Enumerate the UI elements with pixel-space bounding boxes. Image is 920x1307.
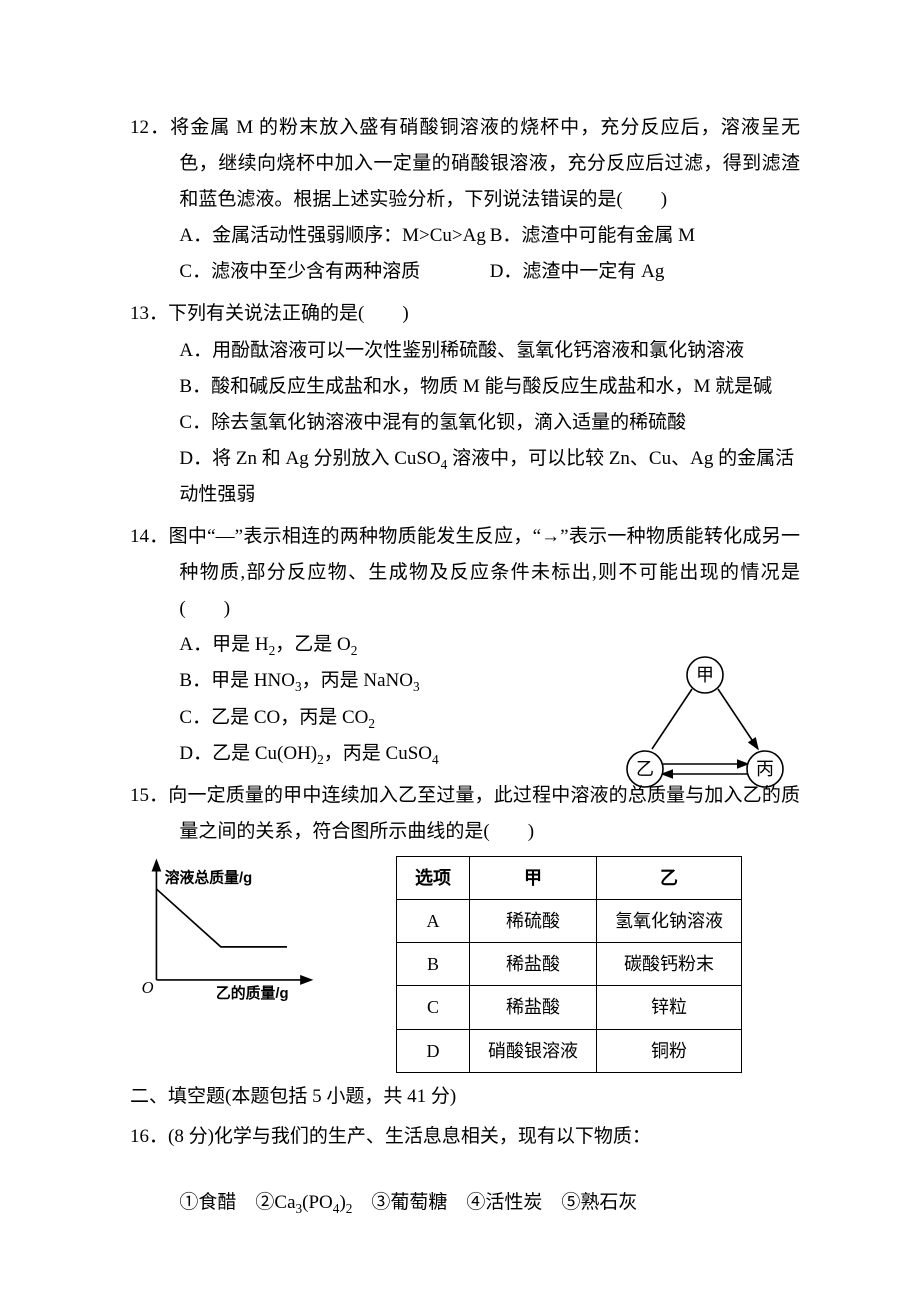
q15-r1c2: 碳酸钙粉末	[597, 943, 742, 986]
q15-x-label: 乙的质量/g	[216, 984, 289, 1002]
q15-r2c0: C	[397, 986, 470, 1029]
q12-option-d: D．滤渣中一定有 Ag	[490, 254, 800, 290]
table-row: D 硝酸银溶液 铜粉	[397, 1029, 742, 1072]
q14-node-bing: 丙	[756, 759, 774, 779]
q15-table: 选项 甲 乙 A 稀硫酸 氢氧化钠溶液 B 稀盐酸 碳酸钙粉末	[396, 856, 742, 1073]
q14-number: 14．	[130, 526, 169, 547]
q12-number: 12．	[130, 117, 170, 138]
section-2-title: 二、填空题(本题包括 5 小题，共 41 分)	[130, 1079, 800, 1115]
q12-stem: 将金属 M 的粉末放入盛有硝酸铜溶液的烧杯中，充分反应后，溶液呈无色，继续向烧杯…	[170, 117, 800, 210]
q16-number: 16．	[130, 1126, 168, 1147]
q15-number: 15．	[130, 785, 168, 806]
exam-page: 12．将金属 M 的粉末放入盛有硝酸铜溶液的烧杯中，充分反应后，溶液呈无色，继续…	[0, 0, 920, 1307]
question-14: 14．图中“—”表示相连的两种物质能发生反应，“→”表示一种物质能转化成另一种物…	[130, 519, 800, 772]
table-row: A 稀硫酸 氢氧化钠溶液	[397, 900, 742, 943]
q15-y-label: 溶液总质量/g	[165, 868, 253, 886]
q15-figure-and-table: 溶液总质量/g O 乙的质量/g 选项 甲 乙 A 稀硫酸 氢氧化钠溶液	[130, 856, 800, 1073]
q15-r0c0: A	[397, 900, 470, 943]
q13-stem: 下列有关说法正确的是( )	[168, 303, 409, 324]
q16-m-pre1: ①食醋 ②Ca	[179, 1192, 295, 1213]
q15-origin: O	[142, 978, 154, 997]
q12-option-a: A．金属活动性强弱顺序：M>Cu>Ag	[179, 218, 489, 254]
q14-options: A．甲是 H2，乙是 O2 B．甲是 HNO3，丙是 NaNO3 C．乙是 CO…	[130, 627, 800, 771]
q15-table-wrap: 选项 甲 乙 A 稀硫酸 氢氧化钠溶液 B 稀盐酸 碳酸钙粉末	[390, 856, 742, 1073]
q12-option-b: B．滤渣中可能有金属 M	[490, 218, 800, 254]
q15-th-2: 乙	[597, 856, 742, 899]
q16-materials: ①食醋 ②Ca3(PO4)2 ③葡萄糖 ④活性炭 ⑤熟石灰	[130, 1185, 800, 1221]
q16-stem-line: 16．(8 分)化学与我们的生产、生活息息相关，现有以下物质：	[130, 1119, 800, 1155]
q13-number: 13．	[130, 303, 168, 324]
q14-stem-line: 14．图中“—”表示相连的两种物质能发生反应，“→”表示一种物质能转化成另一种物…	[130, 519, 800, 627]
q14-a-mid: ，乙是 O	[275, 634, 350, 655]
q15-r1c1: 稀盐酸	[470, 943, 597, 986]
question-15: 15．向一定质量的甲中连续加入乙至过量，此过程中溶液的总质量与加入乙的质量之间的…	[130, 778, 800, 1073]
q15-graph: 溶液总质量/g O 乙的质量/g	[130, 856, 390, 1018]
q12-option-c: C．滤液中至少含有两种溶质	[179, 254, 489, 290]
q12-stem-line: 12．将金属 M 的粉末放入盛有硝酸铜溶液的烧杯中，充分反应后，溶液呈无色，继续…	[130, 110, 800, 218]
q14-triangle-svg: 甲 乙 丙	[600, 647, 810, 797]
q13-option-d: D．将 Zn 和 Ag 分别放入 CuSO4 溶液中，可以比较 Zn、Cu、Ag…	[179, 441, 800, 513]
q14-d-mid: ，丙是 CuSO	[324, 743, 432, 764]
q12-options: A．金属活动性强弱顺序：M>Cu>Ag B．滤渣中可能有金属 M C．滤液中至少…	[130, 218, 800, 290]
q15-stem: 向一定质量的甲中连续加入乙至过量，此过程中溶液的总质量与加入乙的质量之间的关系，…	[168, 785, 800, 842]
q16-m-post: ③葡萄糖 ④活性炭 ⑤熟石灰	[352, 1192, 637, 1213]
q14-d-pre: D．乙是 Cu(OH)	[179, 743, 317, 764]
q15-th-1: 甲	[470, 856, 597, 899]
q14-c-pre: C．乙是 CO，丙是 CO	[179, 707, 368, 728]
q13-option-a: A．用酚酞溶液可以一次性鉴别稀硫酸、氢氧化钙溶液和氯化钠溶液	[179, 333, 800, 369]
q13-d-pre: D．将 Zn 和 Ag 分别放入 CuSO	[179, 448, 440, 469]
q13-option-b: B．酸和碱反应生成盐和水，物质 M 能与酸反应生成盐和水，M 就是碱	[179, 369, 800, 405]
q15-r0c1: 稀硫酸	[470, 900, 597, 943]
q14-stem: 图中“—”表示相连的两种物质能发生反应，“→”表示一种物质能转化成另一种物质,部…	[169, 526, 800, 619]
q14-b-mid: ，丙是 NaNO	[302, 670, 413, 691]
q15-r2c1: 稀盐酸	[470, 986, 597, 1029]
q14-node-yi: 乙	[636, 759, 654, 779]
q14-a-pre: A．甲是 H	[179, 634, 268, 655]
q15-stem-line: 15．向一定质量的甲中连续加入乙至过量，此过程中溶液的总质量与加入乙的质量之间的…	[130, 778, 800, 850]
q14-node-jia: 甲	[696, 665, 714, 685]
q15-r2c2: 锌粒	[597, 986, 742, 1029]
table-row: B 稀盐酸 碳酸钙粉末	[397, 943, 742, 986]
q13-option-c: C．除去氢氧化钠溶液中混有的氢氧化钡，滴入适量的稀硫酸	[179, 405, 800, 441]
q15-r3c0: D	[397, 1029, 470, 1072]
question-12: 12．将金属 M 的粉末放入盛有硝酸铜溶液的烧杯中，充分反应后，溶液呈无色，继续…	[130, 110, 800, 290]
q15-r0c2: 氢氧化钠溶液	[597, 900, 742, 943]
question-16: 16．(8 分)化学与我们的生产、生活息息相关，现有以下物质： ①食醋 ②Ca3…	[130, 1119, 800, 1221]
q15-r3c1: 硝酸银溶液	[470, 1029, 597, 1072]
question-13: 13．下列有关说法正确的是( ) A．用酚酞溶液可以一次性鉴别稀硫酸、氢氧化钙溶…	[130, 296, 800, 513]
q15-graph-svg: 溶液总质量/g O 乙的质量/g	[130, 856, 320, 1005]
q14-diagram: 甲 乙 丙	[600, 647, 810, 787]
q14-b-pre: B．甲是 HNO	[179, 670, 295, 691]
q16-stem: (8 分)化学与我们的生产、生活息息相关，现有以下物质：	[168, 1126, 651, 1147]
q15-th-0: 选项	[397, 856, 470, 899]
q16-m-mid1: (PO	[302, 1192, 333, 1213]
q15-r1c0: B	[397, 943, 470, 986]
q15-r3c2: 铜粉	[597, 1029, 742, 1072]
q13-options: A．用酚酞溶液可以一次性鉴别稀硫酸、氢氧化钙溶液和氯化钠溶液 B．酸和碱反应生成…	[130, 333, 800, 513]
table-header-row: 选项 甲 乙	[397, 856, 742, 899]
q13-stem-line: 13．下列有关说法正确的是( )	[130, 296, 800, 332]
table-row: C 稀盐酸 锌粒	[397, 986, 742, 1029]
